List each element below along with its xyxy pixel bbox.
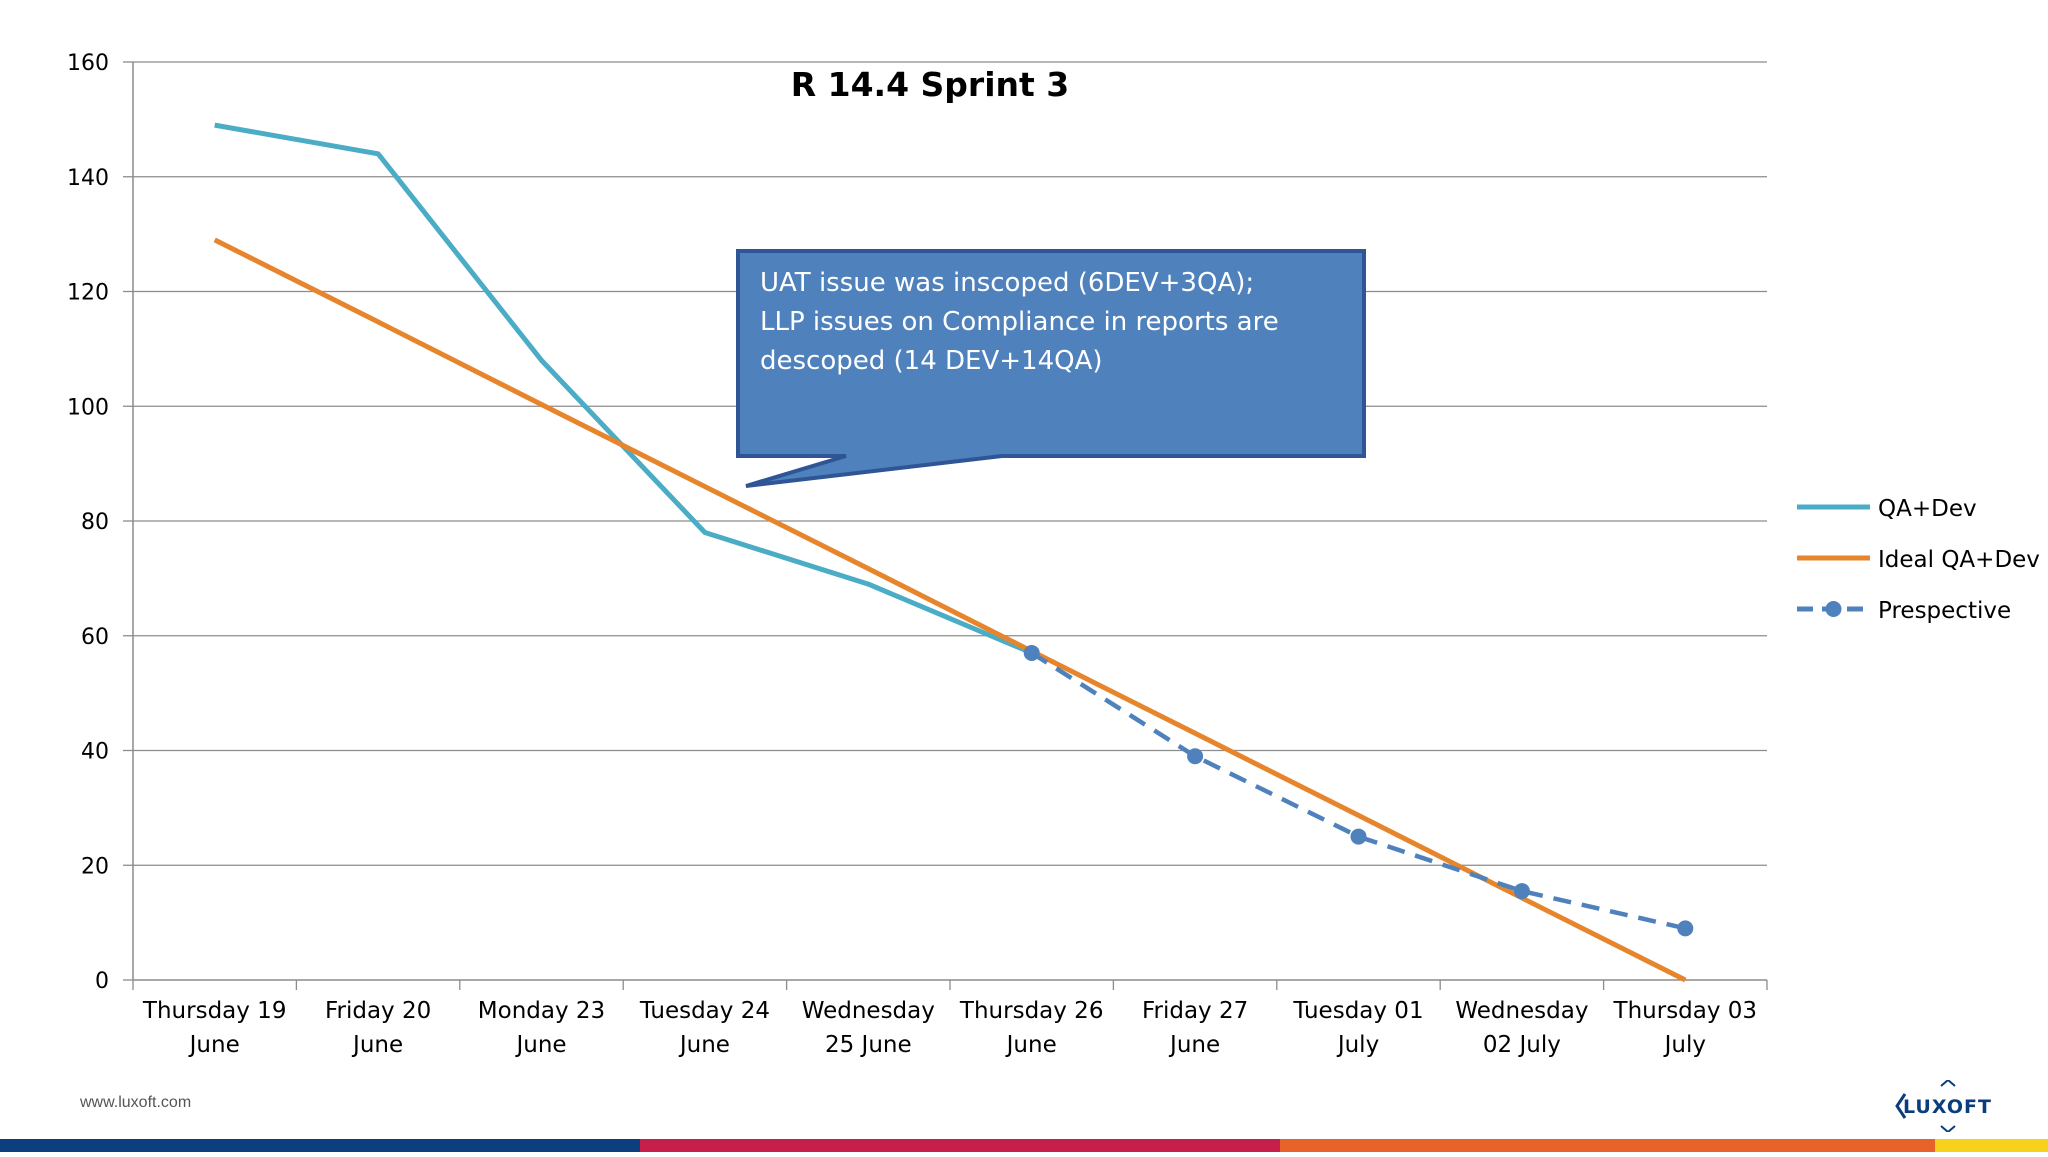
series-marker <box>1187 748 1204 765</box>
x-tick-label: Friday 27 June <box>1142 998 1248 1058</box>
callout-text-line: UAT issue was inscoped (6DEV+3QA); <box>760 268 1254 298</box>
band-segment <box>0 1139 640 1152</box>
x-tick-label: Tuesday 24 June <box>639 998 770 1058</box>
series <box>213 122 1694 983</box>
x-tick-label: Thursday 03 July <box>1613 998 1758 1058</box>
x-tick-label: Tuesday 01 July <box>1292 998 1423 1058</box>
legend: QA+Dev Ideal QA+Dev Prespective <box>1797 496 2040 624</box>
y-tick-label: 80 <box>81 510 109 535</box>
x-tick-label-line: Thursday 03 <box>1613 998 1758 1024</box>
x-tick-label-line: Tuesday 24 <box>639 998 770 1024</box>
x-tick-label-line: July <box>1663 1032 1706 1058</box>
legend-marker <box>1825 601 1842 617</box>
y-tick-label: 60 <box>81 625 109 650</box>
x-tick-label-line: June <box>1168 1032 1220 1058</box>
y-tick-label: 20 <box>81 854 109 879</box>
x-tick-label: Thursday 26 June <box>959 998 1104 1058</box>
x-tick-label-line: 02 July <box>1483 1032 1561 1058</box>
x-tick-label-line: Tuesday 01 <box>1292 998 1423 1024</box>
footer-url[interactable]: www.luxoft.com <box>80 1094 192 1111</box>
series-marker <box>1677 920 1694 937</box>
y-tick-label: 160 <box>67 51 109 76</box>
callout-text-line: LLP issues on Compliance in reports are <box>760 307 1279 337</box>
series-marker <box>1023 644 1040 661</box>
x-tick-label: Friday 20 June <box>325 998 431 1058</box>
x-tick-label: Thursday 19 June <box>142 998 287 1058</box>
series-marker <box>1513 883 1530 900</box>
x-tick-label-line: June <box>514 1032 566 1058</box>
x-tick-label: Monday 23 June <box>478 998 605 1058</box>
x-tick-label: Wednesday 02 July <box>1455 998 1588 1058</box>
x-tick-label-line: Friday 20 <box>325 998 431 1024</box>
band-segment <box>1280 1139 1935 1152</box>
annotation-callout: UAT issue was inscoped (6DEV+3QA); LLP is… <box>736 249 1366 488</box>
logo-text: LUXOFT <box>1903 1096 1992 1118</box>
legend-label: QA+Dev <box>1878 496 1977 522</box>
x-tick-label-line: July <box>1336 1032 1379 1058</box>
y-tick-label: 0 <box>95 969 109 994</box>
legend-label: Ideal QA+Dev <box>1878 547 2040 573</box>
y-tick-label: 40 <box>81 740 109 765</box>
x-tick-label-line: Wednesday <box>802 998 935 1024</box>
callout-text-line: descoped (14 DEV+14QA) <box>760 346 1103 376</box>
band-segment <box>640 1139 1280 1152</box>
legend-label: Prespective <box>1878 598 2011 624</box>
x-tick-label-line: Monday 23 <box>478 998 605 1024</box>
series-line-prespective <box>1030 651 1686 931</box>
series-line-ideal-qa-dev <box>213 237 1687 983</box>
x-tick-label-line: Thursday 26 <box>959 998 1104 1024</box>
x-tick-label-line: Friday 27 <box>1142 998 1248 1024</box>
y-tick-label: 140 <box>67 166 109 191</box>
y-tick-label: 100 <box>67 395 109 420</box>
x-tick-label-line: June <box>678 1032 730 1058</box>
band-segment <box>1935 1139 2048 1152</box>
x-tick-label-line: Thursday 19 <box>142 998 287 1024</box>
x-tick-label-line: June <box>188 1032 240 1058</box>
luxoft-logo: LUXOFT <box>1893 1078 2003 1134</box>
x-tick-label: Wednesday 25 June <box>802 998 935 1058</box>
callout-box <box>736 249 1366 488</box>
footer-color-band <box>0 1139 2048 1152</box>
x-tick-label-line: Wednesday <box>1455 998 1588 1024</box>
x-tick-label-line: June <box>351 1032 403 1058</box>
x-tick-label-line: June <box>1005 1032 1057 1058</box>
chart-title: R 14.4 Sprint 3 <box>791 65 1070 104</box>
x-tick-label-line: 25 June <box>825 1032 912 1058</box>
y-tick-label: 120 <box>67 281 109 306</box>
series-marker <box>1350 828 1367 845</box>
